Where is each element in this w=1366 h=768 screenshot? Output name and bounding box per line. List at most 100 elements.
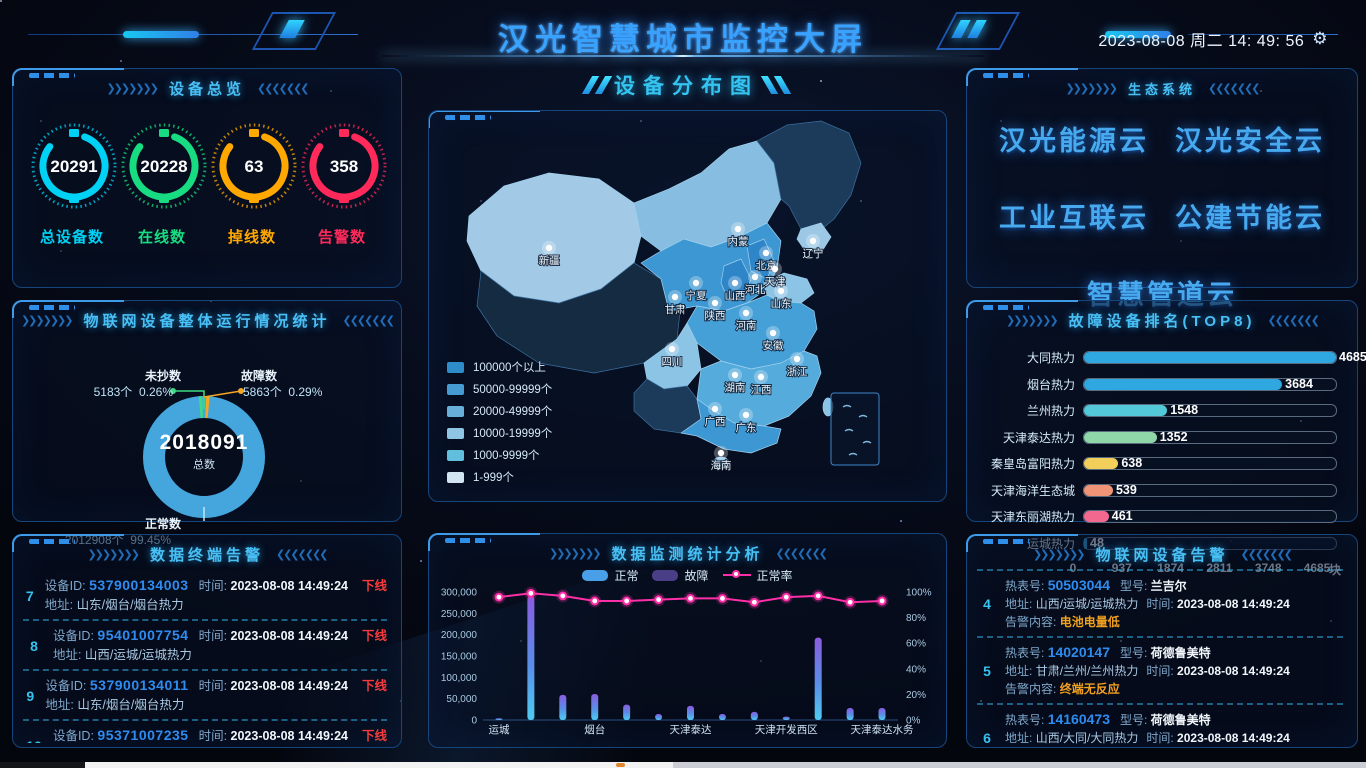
rate-point <box>590 596 600 606</box>
header-line-right <box>1188 34 1338 35</box>
rate-point <box>749 597 759 607</box>
legend-label: 10000-19999个 <box>473 428 553 440</box>
ranking-bar <box>1084 352 1336 363</box>
donut-total: 2018091 <box>159 431 249 454</box>
map-marker-label: 宁夏 <box>686 289 707 302</box>
eco-link-security-cloud[interactable]: 汉光安全云 <box>1175 126 1325 156</box>
ranking-label: 兰州热力 <box>1026 404 1075 418</box>
ranking-row: 大同热力 4685 <box>977 349 1366 366</box>
svg-text:0%: 0% <box>906 716 921 727</box>
panel-title: 数据终端告警 <box>149 546 264 564</box>
panel-ecosystem: ❯❯❯❯❯❯❯ 生态系统 ❮❮❮❮❮❮❮ 汉光能源云 汉光安全云 工业互联云 公… <box>966 68 1358 310</box>
gear-icon[interactable]: ⚙ <box>1312 29 1328 48</box>
eco-link-building-cloud[interactable]: 公建节能云 <box>1175 203 1325 233</box>
ranking-bar <box>1084 458 1119 469</box>
ranking-row: 烟台热力 3684 <box>977 376 1337 393</box>
map-marker: 宁夏 <box>685 276 708 303</box>
rate-point <box>686 594 695 603</box>
ranking-track: 1352 <box>1083 429 1337 444</box>
ranking-value: 4685 <box>1339 350 1366 364</box>
rate-point <box>718 594 727 603</box>
header-arrows-left: ❯❯❯❯❯❯❯ <box>87 548 140 561</box>
ranking-bar <box>1084 431 1157 443</box>
eco-link-industrial-cloud[interactable]: 工业互联云 <box>999 203 1149 233</box>
panel-header: ❯❯❯❯❯❯❯ 生态系统 ❮❮❮❮❮❮❮ <box>967 73 1357 103</box>
gauge: 358 告警数 <box>299 121 387 247</box>
map-marker: 浙江 <box>786 352 809 379</box>
region-hainan <box>712 456 730 470</box>
header-arrows-left: ❯❯❯❯❯❯❯ <box>1006 314 1059 327</box>
callout-unread-values: 5183个 0.26% <box>93 385 173 399</box>
map-marker-label: 浙江 <box>787 366 808 378</box>
donut-chart: 2018091 总数 未抄数 5183个 0.26% 故障数 5863个 0.2… <box>13 335 401 547</box>
gauge-dial: 20291 <box>31 123 117 209</box>
bar-normal <box>687 705 694 720</box>
rate-point <box>781 592 791 602</box>
map-section-title: 设备分布图 <box>428 70 945 100</box>
header-arrows-right: ❮❮❮❮❮❮❮ <box>1240 548 1294 561</box>
bar-normal <box>750 711 758 720</box>
rate-point <box>622 596 632 606</box>
map-marker: 陕西 <box>704 296 727 323</box>
legend-item: 故障 <box>652 567 709 584</box>
map-marker-label: 四川 <box>662 356 683 368</box>
map-marker-label: 山西 <box>725 290 746 302</box>
header-arrows-right: ❮❮❮❮❮❮❮ <box>276 548 329 561</box>
panel-fault-ranking: ❯❯❯❯❯❯❯ 故障设备排名(TOP8) ❮❮❮❮❮❮❮ 大同热力 4685 烟台热… <box>966 300 1366 577</box>
ranking-value: 3684 <box>1285 376 1313 391</box>
ranking-track: 4685 <box>1083 350 1366 364</box>
gauge: 63 掉线数 <box>209 121 297 247</box>
ranking-bar <box>1084 511 1109 522</box>
header-arrows-right: ❮❮❮❮❮❮❮ <box>1267 314 1320 327</box>
panel-title: 物联网设备告警 <box>1095 546 1229 564</box>
header-arrows-left: ❯❯❯❯❯❯❯ <box>106 82 159 95</box>
bar-normal <box>878 708 886 720</box>
south-china-sea-inset <box>830 392 880 466</box>
datetime-text: 2023-08-08 周二 14: 49: 56 <box>1098 33 1305 50</box>
region-south <box>680 398 782 454</box>
ecosystem-links: 汉光能源云 汉光安全云 工业互联云 公建节能云 智慧管道云 <box>967 103 1357 312</box>
svg-text:20%: 20% <box>906 690 926 701</box>
gauge-label: 总设备数 <box>39 229 104 246</box>
ranking-bars: 大同热力 4685 烟台热力 3684 兰州热力 1548 天津泰达热力 1352 秦皇岛富阳热… <box>967 335 1366 552</box>
header-arrows-left: ❯❯❯❯❯❯❯ <box>1065 82 1118 95</box>
map-legend: 100000个以上 50000-99999个 20000-49999个 10000-1… <box>447 353 552 485</box>
ranking-value: 1548 <box>1170 403 1199 417</box>
panel-header: ❯❯❯❯❯❯❯ 数据监测统计分析 ❮❮❮❮❮❮❮ <box>429 538 946 568</box>
svg-text:运城: 运城 <box>488 724 509 736</box>
ranking-value: 1352 <box>1159 429 1188 444</box>
panel-title: 设备总览 <box>168 80 245 98</box>
rate-point <box>654 595 663 605</box>
map-legend-item: 20000-49999个 <box>447 403 552 419</box>
monitor-chart-svg: 0 50,000 100,000 150,000 200,000 250,000 300,0… <box>441 586 932 736</box>
gauge: 20228 在线数 <box>119 121 207 247</box>
header: 汉光智慧城市监控大屏 2023-08-08 周二 14: 49: 56 ⚙ <box>0 0 1366 64</box>
region-tibet-qinghai <box>476 262 682 374</box>
gauge-value: 358 <box>330 157 358 176</box>
ranking-label: 秦皇岛富阳热力 <box>990 457 1075 471</box>
gauge-label: 告警数 <box>317 229 366 246</box>
svg-text:300,000: 300,000 <box>441 588 478 599</box>
map-legend-item: 50000-99999个 <box>447 381 552 397</box>
svg-text:50,000: 50,000 <box>446 694 477 705</box>
map-marker: 天津 <box>764 262 787 289</box>
map-marker-label: 河南 <box>736 319 757 332</box>
ranking-bar <box>1084 378 1283 390</box>
header-arrows-right: ❮❮❮❮❮❮❮ <box>775 547 829 560</box>
map-marker-label: 新疆 <box>539 254 560 267</box>
map-marker-label: 广西 <box>705 416 726 428</box>
list-item: 7 设备ID: 537900134003 时间: 2023-08-08 14:49… <box>23 571 387 621</box>
map-marker: 内蒙 <box>727 222 750 249</box>
header-arrows-left: ❯❯❯❯❯❯❯ <box>1032 548 1086 561</box>
panel-title: 物联网设备整体运行情况统计 <box>83 312 331 330</box>
panel-header: ❯❯❯❯❯❯❯ 物联网设备整体运行情况统计 ❮❮❮❮❮❮❮ <box>13 305 401 335</box>
legend-swatch <box>447 427 464 439</box>
map-marker-label: 内蒙 <box>728 235 749 248</box>
legend-swatch <box>447 383 464 395</box>
eco-link-energy-cloud[interactable]: 汉光能源云 <box>999 126 1149 156</box>
svg-text:200,000: 200,000 <box>441 630 478 641</box>
ranking-row: 兰州热力 1548 <box>977 402 1337 419</box>
